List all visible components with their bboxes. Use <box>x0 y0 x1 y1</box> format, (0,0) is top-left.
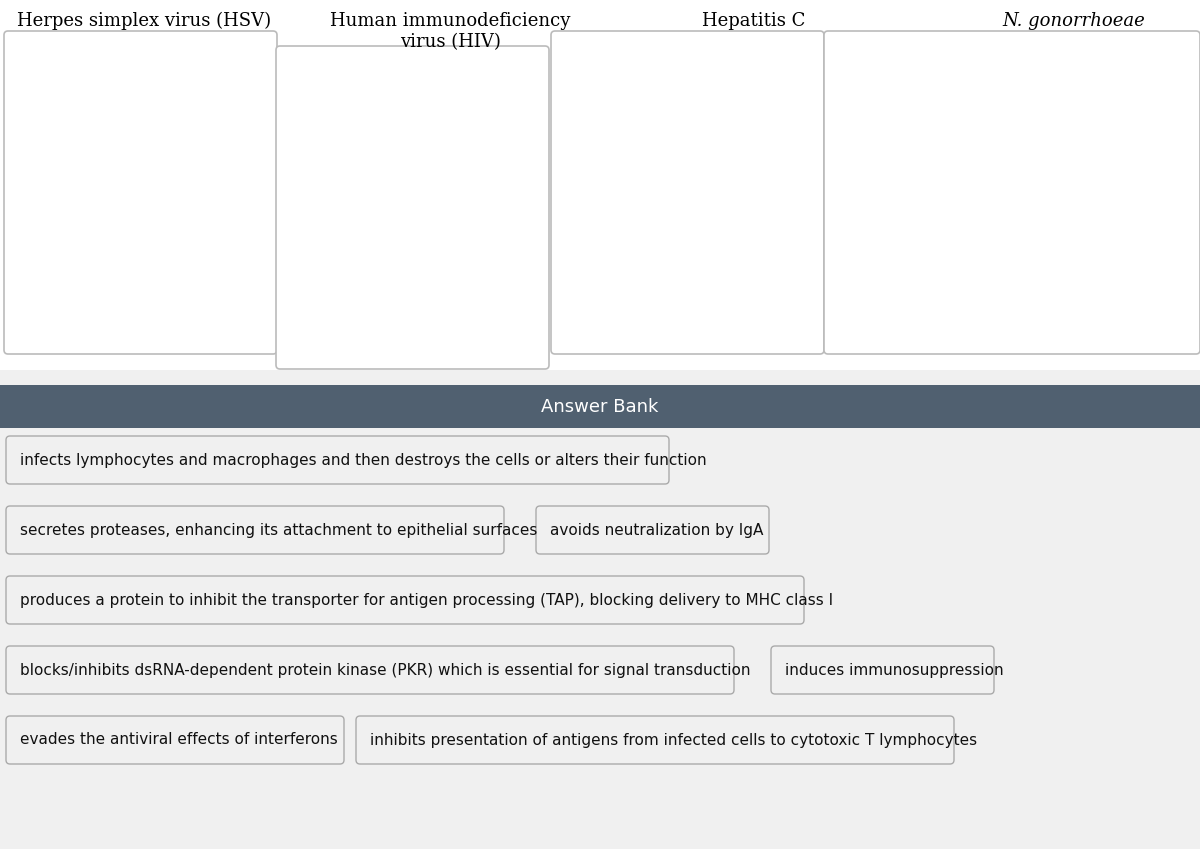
Text: evades the antiviral effects of interferons: evades the antiviral effects of interfer… <box>20 733 337 747</box>
FancyBboxPatch shape <box>4 31 277 354</box>
FancyBboxPatch shape <box>536 506 769 554</box>
Polygon shape <box>0 385 1200 428</box>
Text: avoids neutralization by IgA: avoids neutralization by IgA <box>550 522 763 537</box>
Text: infects lymphocytes and macrophages and then destroys the cells or alters their : infects lymphocytes and macrophages and … <box>20 453 707 468</box>
FancyBboxPatch shape <box>6 576 804 624</box>
FancyBboxPatch shape <box>551 31 824 354</box>
FancyBboxPatch shape <box>6 436 670 484</box>
Text: Hepatitis C: Hepatitis C <box>702 12 805 30</box>
Text: Answer Bank: Answer Bank <box>541 397 659 415</box>
FancyBboxPatch shape <box>6 646 734 694</box>
Text: Human immunodeficiency
virus (HIV): Human immunodeficiency virus (HIV) <box>330 12 570 51</box>
Text: N. gonorrhoeae: N. gonorrhoeae <box>1003 12 1145 30</box>
FancyBboxPatch shape <box>276 46 550 369</box>
Text: induces immunosuppression: induces immunosuppression <box>785 662 1003 678</box>
Text: inhibits presentation of antigens from infected cells to cytotoxic T lymphocytes: inhibits presentation of antigens from i… <box>370 733 977 747</box>
Text: blocks/inhibits dsRNA-dependent protein kinase (PKR) which is essential for sign: blocks/inhibits dsRNA-dependent protein … <box>20 662 750 678</box>
Text: secretes proteases, enhancing its attachment to epithelial surfaces: secretes proteases, enhancing its attach… <box>20 522 538 537</box>
Text: Herpes simplex virus (HSV): Herpes simplex virus (HSV) <box>17 12 271 31</box>
Text: produces a protein to inhibit the transporter for antigen processing (TAP), bloc: produces a protein to inhibit the transp… <box>20 593 833 608</box>
FancyBboxPatch shape <box>824 31 1200 354</box>
Polygon shape <box>0 0 1200 370</box>
FancyBboxPatch shape <box>356 716 954 764</box>
FancyBboxPatch shape <box>772 646 994 694</box>
FancyBboxPatch shape <box>6 506 504 554</box>
FancyBboxPatch shape <box>6 716 344 764</box>
